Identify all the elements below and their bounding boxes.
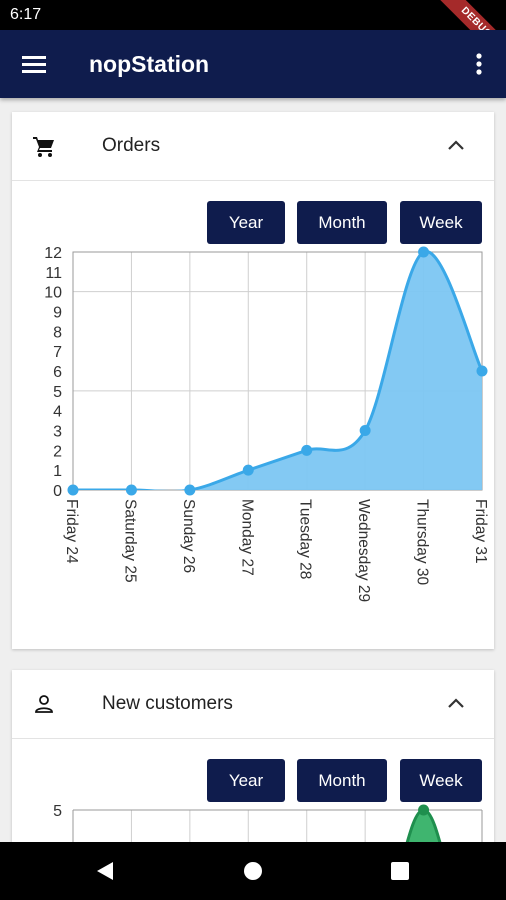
app-bar: nopStation [0,30,506,98]
chevron-up-icon[interactable] [446,696,466,710]
more-vert-icon[interactable] [472,52,486,76]
y-tick-label: 12 [44,245,62,262]
x-tick-label: Friday 24 [63,499,80,564]
customers-year-button[interactable]: Year [207,759,285,802]
hamburger-menu-icon[interactable] [20,52,48,76]
customers-card-header[interactable]: New customers [12,670,494,739]
status-bar: 6:17 [0,0,506,30]
x-tick-label: Saturday 25 [121,499,138,583]
x-tick-label: Tuesday 28 [297,499,314,579]
customers-card-title: New customers [102,693,233,714]
data-point [242,464,254,476]
data-point [418,804,430,816]
data-point [125,484,137,496]
customers-card: New customers Year Month Week 5 [12,670,494,870]
nav-recents-icon[interactable] [389,860,411,882]
status-time: 6:17 [10,6,42,23]
y-tick-label: 5 [53,803,62,820]
data-point [184,484,196,496]
shopping-cart-icon [33,137,54,157]
y-tick-label: 1 [53,463,62,480]
person-outline-icon [35,695,53,713]
chevron-up-icon[interactable] [446,138,466,152]
y-tick-label: 9 [53,305,62,322]
customers-month-button[interactable]: Month [297,759,387,802]
orders-year-button[interactable]: Year [207,201,285,244]
y-tick-label: 10 [44,285,62,302]
y-tick-label: 0 [53,483,62,500]
orders-card-header[interactable]: Orders [12,112,494,181]
x-tick-label: Friday 31 [472,499,489,564]
y-tick-label: 6 [53,364,62,381]
system-nav-bar [0,842,506,900]
x-tick-label: Monday 27 [238,499,255,576]
y-tick-label: 4 [53,404,62,421]
orders-week-button[interactable]: Week [400,201,482,244]
nav-home-icon[interactable] [242,860,264,882]
app-title: nopStation [89,51,210,77]
nav-back-icon[interactable] [94,860,116,882]
x-tick-label: Thursday 30 [414,499,431,586]
series-group [73,250,484,490]
customers-week-button[interactable]: Week [400,759,482,802]
x-tick-label: Wednesday 29 [355,499,372,602]
data-point [418,246,430,258]
series-area [73,251,482,490]
orders-card-title: Orders [102,135,161,156]
data-point [476,365,488,377]
data-point [301,444,313,456]
y-tick-label: 5 [53,384,62,401]
x-tick-label: Sunday 26 [180,499,197,573]
data-point [359,425,371,436]
y-tick-label: 8 [53,324,62,341]
y-tick-label: 2 [53,443,62,460]
y-tick-label: 11 [45,265,62,282]
orders-card: Orders Year Month Week 0 1 2 3 4 5 6 7 8 9 10 11 12 F… [12,112,494,649]
y-tick-label: 3 [53,424,62,441]
orders-month-button[interactable]: Month [297,201,387,244]
data-point [67,484,79,496]
y-tick-label: 7 [53,344,62,361]
